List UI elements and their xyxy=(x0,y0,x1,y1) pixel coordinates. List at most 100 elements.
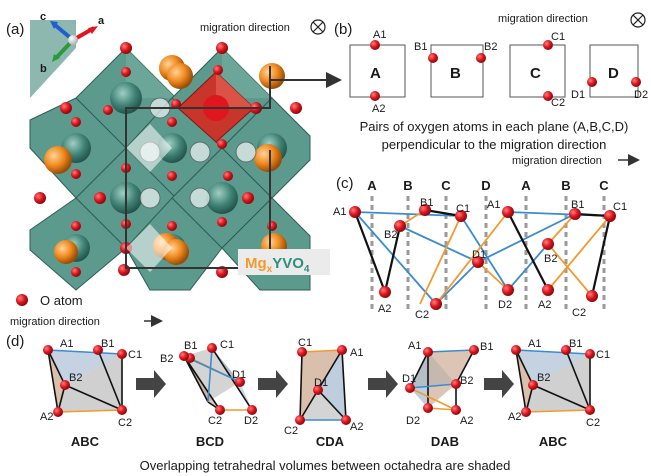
svg-text:C2: C2 xyxy=(572,307,586,319)
step-abc-1: A1 B1 C1 B2 A2 C2 ABC xyxy=(40,338,142,449)
svg-text:C: C xyxy=(530,65,541,82)
svg-text:D1: D1 xyxy=(314,377,328,389)
axis-b-label: b xyxy=(40,63,47,75)
svg-text:D1: D1 xyxy=(402,373,416,385)
svg-text:A2: A2 xyxy=(508,411,521,423)
svg-text:A2: A2 xyxy=(378,303,391,315)
panel-b: (b) migration direction A A1 A2 B B1 B2 xyxy=(334,12,648,152)
step-arrow-1 xyxy=(136,370,166,398)
o-atoms xyxy=(34,42,302,278)
svg-text:D2: D2 xyxy=(406,415,420,427)
column-labels: A B C D A B C xyxy=(367,178,609,193)
axis-a-label: a xyxy=(98,15,105,27)
step-abc-1-label: ABC xyxy=(71,434,100,449)
svg-text:B2: B2 xyxy=(484,41,497,53)
svg-text:D1: D1 xyxy=(232,369,246,381)
step-cda-label: CDA xyxy=(316,434,345,449)
svg-text:B: B xyxy=(561,178,570,193)
svg-text:B2: B2 xyxy=(544,253,557,265)
svg-text:A1: A1 xyxy=(408,340,421,352)
svg-text:B: B xyxy=(450,65,461,82)
panel-d-label: (d) xyxy=(6,333,24,350)
svg-text:A1: A1 xyxy=(487,199,500,211)
step-dab-label: DAB xyxy=(431,434,459,449)
svg-text:B1: B1 xyxy=(101,338,114,350)
migration-path xyxy=(125,66,271,269)
svg-text:D2: D2 xyxy=(244,415,258,427)
svg-text:D: D xyxy=(608,65,619,82)
svg-text:A: A xyxy=(521,178,531,193)
svg-text:B2: B2 xyxy=(460,375,473,387)
svg-text:B1: B1 xyxy=(414,41,427,53)
svg-text:C2: C2 xyxy=(551,97,565,109)
migration-network xyxy=(354,209,611,305)
formula: MgxYVO4 xyxy=(245,255,310,275)
plane-d: D D1 D2 xyxy=(571,44,648,101)
svg-text:B1: B1 xyxy=(569,338,582,350)
step-arrow-4 xyxy=(484,370,514,398)
svg-text:C: C xyxy=(599,178,609,193)
svg-text:A1: A1 xyxy=(333,206,346,218)
plane-b: B B1 B2 xyxy=(414,41,497,98)
panel-a-migration-label: migration direction xyxy=(200,22,290,34)
panel-c-atom-labels: A1 B2 B1 C1 D1 A1 B2 B1 C1 A2 C2 D2 A2 C… xyxy=(333,197,627,321)
svg-text:B1: B1 xyxy=(184,340,197,352)
panel-c: (c) migration direction A B C D A B C xyxy=(333,154,640,321)
svg-text:C: C xyxy=(441,178,451,193)
svg-text:C2: C2 xyxy=(208,415,222,427)
svg-text:A1: A1 xyxy=(60,338,73,350)
panel-a-label: (a) xyxy=(6,21,24,38)
svg-text:B2: B2 xyxy=(160,353,173,365)
panel-a: (a) a c b migration direction MgxYVO4 O … xyxy=(6,11,342,328)
panel-a-migration-arrow-label: migration direction xyxy=(10,316,100,328)
svg-text:A2: A2 xyxy=(460,415,473,427)
panel-b-caption-line2: perpendicular to the migration direction xyxy=(382,137,607,152)
step-abc-2-label: ABC xyxy=(539,434,568,449)
svg-text:A2: A2 xyxy=(372,103,385,115)
svg-text:A2: A2 xyxy=(40,411,53,423)
panel-c-label: (c) xyxy=(336,175,354,192)
svg-text:A1: A1 xyxy=(350,347,363,359)
svg-text:C2: C2 xyxy=(118,417,132,429)
svg-text:C1: C1 xyxy=(298,337,312,349)
step-bcd-label: BCD xyxy=(196,434,224,449)
svg-text:C1: C1 xyxy=(220,339,234,351)
svg-text:C2: C2 xyxy=(415,309,429,321)
svg-text:A2: A2 xyxy=(350,421,363,433)
svg-text:C1: C1 xyxy=(596,349,610,361)
legend-o-marker xyxy=(16,294,28,306)
axis-c-label: c xyxy=(40,11,46,23)
plane-c: C C1 C2 xyxy=(509,31,566,109)
svg-text:B2: B2 xyxy=(384,229,397,241)
step-dab: A1 B1 D1 B2 D2 A2 DAB xyxy=(402,340,493,449)
svg-text:B2: B2 xyxy=(537,372,550,384)
panel-b-label: (b) xyxy=(334,21,352,38)
svg-text:D1: D1 xyxy=(472,249,486,261)
svg-text:C2: C2 xyxy=(586,417,600,429)
svg-text:B1: B1 xyxy=(420,197,433,209)
svg-text:B1: B1 xyxy=(571,199,584,211)
lattice-voids xyxy=(126,124,172,272)
panel-b-migration-label: migration direction xyxy=(498,13,588,25)
formula-box xyxy=(238,249,330,275)
panel-d: (d) A1 B1 C1 B2 xyxy=(6,333,610,473)
svg-text:C2: C2 xyxy=(284,425,298,437)
svg-text:B1: B1 xyxy=(480,341,493,353)
column-guides xyxy=(370,196,606,310)
crystal-axes: a c b xyxy=(40,11,105,75)
svg-text:B2: B2 xyxy=(69,372,82,384)
panel-d-caption: Overlapping tetrahedral volumes between … xyxy=(140,458,511,473)
svg-text:A1: A1 xyxy=(373,29,386,41)
svg-text:C1: C1 xyxy=(551,31,565,43)
svg-text:A: A xyxy=(370,65,381,82)
svg-text:C1: C1 xyxy=(613,201,627,213)
svg-text:D2: D2 xyxy=(498,299,512,311)
svg-text:A2: A2 xyxy=(538,299,551,311)
svg-text:A: A xyxy=(367,178,377,193)
svg-text:D2: D2 xyxy=(634,89,648,101)
svg-text:C1: C1 xyxy=(128,349,142,361)
panel-b-caption-line1: Pairs of oxygen atoms in each plane (A,B… xyxy=(360,119,629,134)
svg-text:B: B xyxy=(403,178,412,193)
into-page-icon-b xyxy=(630,12,646,28)
